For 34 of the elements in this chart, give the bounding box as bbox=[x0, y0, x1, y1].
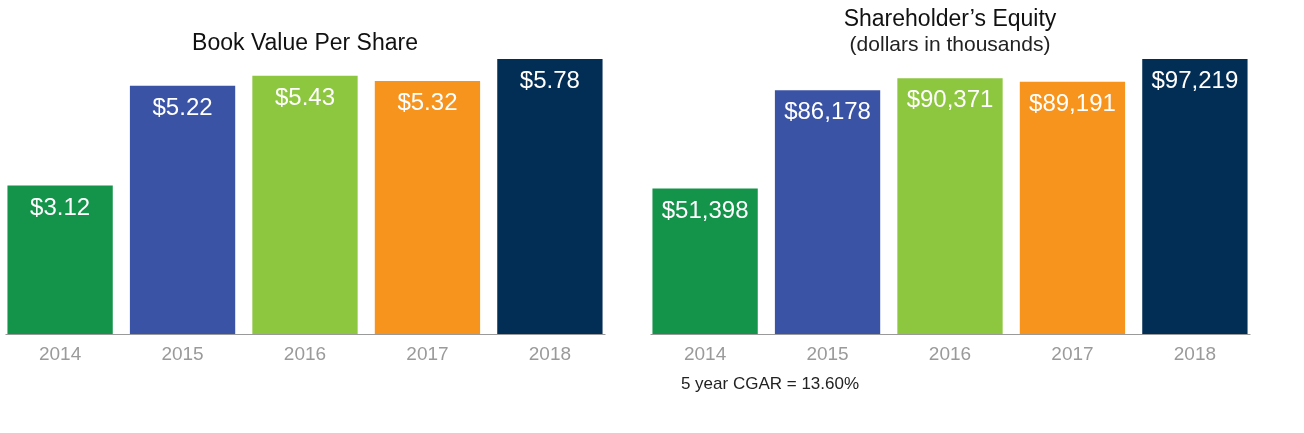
bar bbox=[497, 59, 603, 334]
bar bbox=[129, 85, 236, 334]
x-tick-label: 2018 bbox=[528, 342, 572, 364]
bar bbox=[897, 78, 1003, 334]
bar bbox=[1019, 81, 1126, 334]
data-label: $5.22 bbox=[152, 92, 213, 120]
bar bbox=[374, 80, 481, 334]
data-label: $5.43 bbox=[274, 82, 336, 110]
x-tick-label: 2017 bbox=[406, 342, 449, 364]
x-tick-label: 2016 bbox=[928, 342, 972, 364]
chart-subtitle: (dollars in thousands) bbox=[849, 32, 1051, 55]
x-tick-label: 2016 bbox=[283, 342, 327, 364]
data-label: $3.12 bbox=[30, 192, 91, 220]
data-label: $97,219 bbox=[1151, 66, 1239, 93]
chart-title: Shareholder’s Equity bbox=[843, 5, 1057, 31]
chart-title: Book Value Per Share bbox=[192, 29, 418, 55]
x-tick-label: 2015 bbox=[806, 342, 849, 364]
x-tick-label: 2015 bbox=[161, 342, 204, 364]
bar bbox=[652, 188, 758, 334]
x-tick-label: 2014 bbox=[38, 342, 82, 364]
data-label: $90,371 bbox=[906, 85, 994, 113]
data-label: $5.78 bbox=[519, 66, 580, 93]
data-label: $86,178 bbox=[784, 97, 871, 125]
data-label: $89,191 bbox=[1029, 88, 1116, 116]
x-tick-label: 2014 bbox=[683, 342, 727, 364]
text: 5 year CGAR = 13.60% bbox=[680, 374, 860, 393]
x-tick-label: 2018 bbox=[1173, 342, 1217, 364]
data-label: $5.32 bbox=[397, 87, 458, 115]
bar bbox=[7, 185, 113, 334]
data-label: $51,398 bbox=[661, 195, 749, 223]
bar bbox=[774, 90, 881, 334]
x-tick-label: 2017 bbox=[1051, 342, 1094, 364]
bar bbox=[252, 75, 358, 334]
bar bbox=[1142, 59, 1248, 334]
